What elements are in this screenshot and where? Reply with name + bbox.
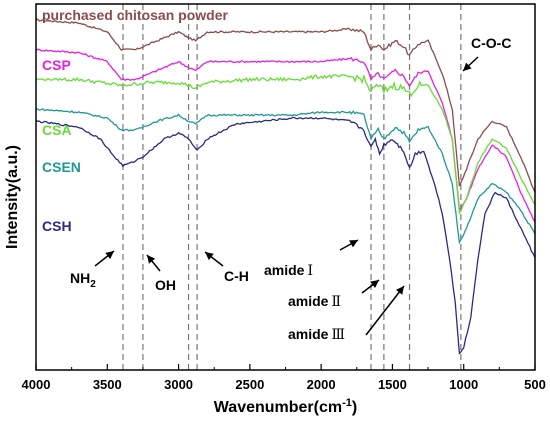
x-tick-label-500: 500 bbox=[524, 377, 546, 392]
series-label-purchased-chitosan-powder: purchased chitosan powder bbox=[42, 7, 228, 23]
reference-lines bbox=[122, 4, 462, 370]
arrow-amide-ii bbox=[361, 279, 380, 294]
x-tick-label-2000: 2000 bbox=[307, 377, 336, 392]
series-label-csen: CSEN bbox=[42, 159, 81, 175]
arrow-amide-iii bbox=[365, 285, 405, 336]
series-label-csa: CSA bbox=[42, 122, 72, 138]
series-line-csp bbox=[35, 48, 536, 223]
arrow-ch bbox=[204, 251, 224, 267]
annotation-ch: C-H bbox=[224, 268, 249, 284]
arrow-c-o-c bbox=[462, 56, 479, 72]
series-label-csp: CSP bbox=[42, 57, 71, 73]
annotation-amide-i: amide Ⅰ bbox=[264, 262, 313, 279]
x-tick-label-3000: 3000 bbox=[164, 377, 193, 392]
series-line-purchased-chitosan-powder bbox=[36, 18, 536, 193]
series-labels: purchased chitosan powder CSP CSA CSEN CSH bbox=[42, 7, 228, 234]
arrow-oh bbox=[146, 254, 161, 272]
x-tick-label-3500: 3500 bbox=[93, 377, 122, 392]
x-tick-label-4000: 4000 bbox=[22, 377, 51, 392]
peak-annotations: NH2 OH C-H amide Ⅰ amide Ⅱ amide Ⅲ C-O-C bbox=[70, 35, 511, 343]
series-line-csen bbox=[36, 108, 536, 245]
x-tick-label-1000: 1000 bbox=[449, 377, 478, 392]
plot-frame bbox=[35, 3, 536, 371]
y-axis-title: Intensity(a.u.) bbox=[4, 145, 21, 249]
annotation-amide-ii: amide Ⅱ bbox=[288, 293, 341, 310]
x-axis-ticks: 4000 3500 3000 2500 2000 1500 1000 500 bbox=[22, 364, 546, 392]
arrow-nh2 bbox=[94, 250, 115, 267]
x-axis-title: Wavenumber(cm-1) bbox=[214, 397, 357, 416]
x-tick-label-1500: 1500 bbox=[378, 377, 407, 392]
series-line-csh bbox=[35, 116, 536, 355]
annotation-oh: OH bbox=[155, 277, 176, 293]
annotation-nh2: NH2 bbox=[70, 270, 96, 290]
annotation-c-o-c: C-O-C bbox=[471, 35, 511, 51]
series-line-csa bbox=[35, 73, 536, 215]
annotation-amide-iii: amide Ⅲ bbox=[288, 326, 345, 343]
spectra-lines bbox=[35, 18, 536, 355]
series-label-csh: CSH bbox=[42, 218, 72, 234]
x-tick-label-2500: 2500 bbox=[235, 377, 264, 392]
arrow-amide-i bbox=[339, 239, 359, 251]
